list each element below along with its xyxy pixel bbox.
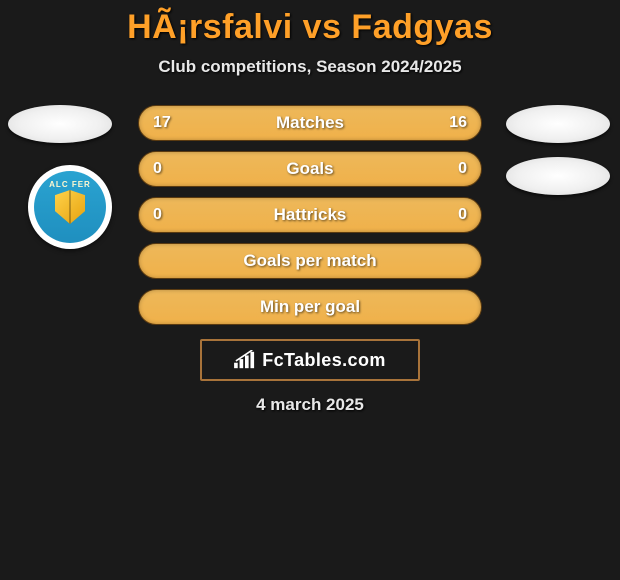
stat-right-value: 0 [458, 206, 467, 224]
branding-text: FcTables.com [262, 350, 386, 371]
stat-right-value: 0 [458, 160, 467, 178]
date-label: 4 march 2025 [0, 395, 620, 415]
stat-label: Goals [286, 159, 333, 179]
stats-area: ALC FER 17 Matches 16 0 Goals 0 0 Hattri… [0, 105, 620, 325]
bar-chart-icon [234, 350, 256, 370]
stat-right-value: 16 [449, 114, 467, 132]
branding-box[interactable]: FcTables.com [200, 339, 420, 381]
player-photo-placeholder-right-2 [506, 157, 610, 195]
shield-icon [55, 190, 85, 224]
page-title: HÃ¡rsfalvi vs Fadgyas [0, 8, 620, 47]
club-badge-graphic: ALC FER [34, 171, 106, 243]
stat-row-goals-per-match: Goals per match [138, 243, 482, 279]
subtitle: Club competitions, Season 2024/2025 [0, 57, 620, 77]
stat-left-value: 17 [153, 114, 171, 132]
player-photo-placeholder-right-1 [506, 105, 610, 143]
stat-row-matches: 17 Matches 16 [138, 105, 482, 141]
stat-row-min-per-goal: Min per goal [138, 289, 482, 325]
stat-label: Hattricks [274, 205, 347, 225]
player-photo-placeholder-left [8, 105, 112, 143]
root: HÃ¡rsfalvi vs Fadgyas Club competitions,… [0, 0, 620, 415]
stat-left-value: 0 [153, 160, 162, 178]
stat-label: Matches [276, 113, 344, 133]
stat-row-hattricks: 0 Hattricks 0 [138, 197, 482, 233]
stat-label: Min per goal [260, 297, 360, 317]
stat-label: Goals per match [243, 251, 376, 271]
club-badge: ALC FER [28, 165, 112, 249]
stat-row-goals: 0 Goals 0 [138, 151, 482, 187]
stat-left-value: 0 [153, 206, 162, 224]
stat-pill-list: 17 Matches 16 0 Goals 0 0 Hattricks 0 Go… [138, 105, 482, 325]
